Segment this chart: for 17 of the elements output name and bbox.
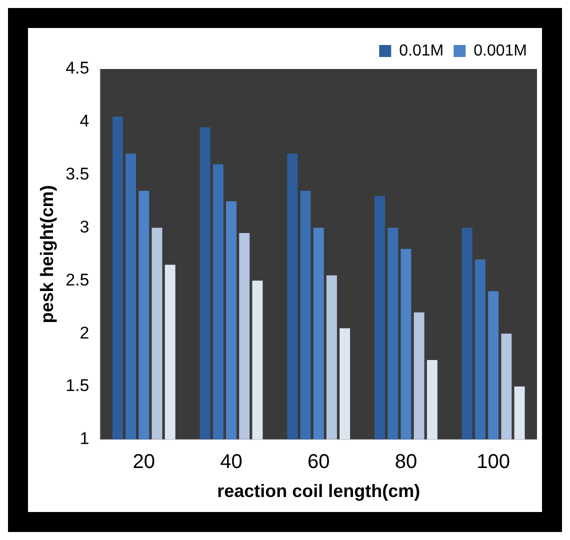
legend-label: 0.001M xyxy=(474,42,528,60)
y-tick-label: 3.5 xyxy=(66,164,90,184)
y-tick-label: 1.5 xyxy=(66,376,90,396)
x-axis-title: reaction coil length(cm) xyxy=(217,481,420,502)
legend-label: 0.01M xyxy=(399,42,444,60)
x-tick-label: 40 xyxy=(220,450,242,473)
x-tick-label: 100 xyxy=(476,450,510,473)
y-tick-label: 2 xyxy=(80,323,90,342)
x-tick-label: 60 xyxy=(307,450,330,473)
x-tick-label: 80 xyxy=(394,450,418,473)
y-tick-label: 4 xyxy=(80,112,90,131)
y-tick-label: 3 xyxy=(80,217,90,236)
y-axis-title: pesk height(cm) xyxy=(36,185,57,324)
y-tick-label: 1 xyxy=(80,429,90,448)
y-tick-label: 2.5 xyxy=(66,270,90,290)
x-tick-label: 20 xyxy=(132,450,156,473)
y-tick-label: 4.5 xyxy=(66,58,90,78)
